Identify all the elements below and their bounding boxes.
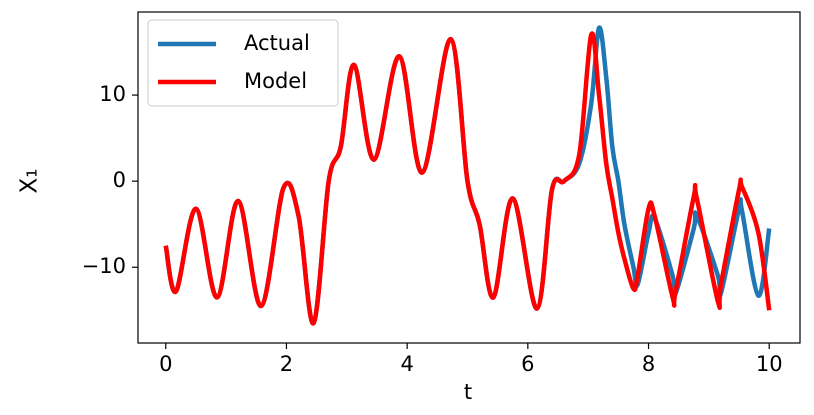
x-tick-label: 8 [642, 352, 655, 376]
y-axis-label: X₁ [17, 169, 43, 194]
legend-box [147, 19, 339, 107]
x-tick-label: 6 [521, 352, 534, 376]
legend: Actual Model [147, 19, 339, 107]
data-line [163, 31, 772, 326]
x-tick-label: 10 [756, 352, 783, 376]
x-tick-label: 4 [400, 352, 413, 376]
plot-frame [137, 11, 801, 344]
legend-label: Actual [244, 31, 310, 55]
legend-label: Model [244, 69, 307, 93]
y-tick-label: 0 [113, 168, 126, 192]
x-tick-label: 2 [280, 352, 293, 376]
x-axis-label: t [464, 380, 472, 404]
x-tick-label: 0 [159, 352, 172, 376]
y-tick-label: −10 [82, 254, 126, 278]
y-tick-label: 10 [99, 82, 126, 106]
